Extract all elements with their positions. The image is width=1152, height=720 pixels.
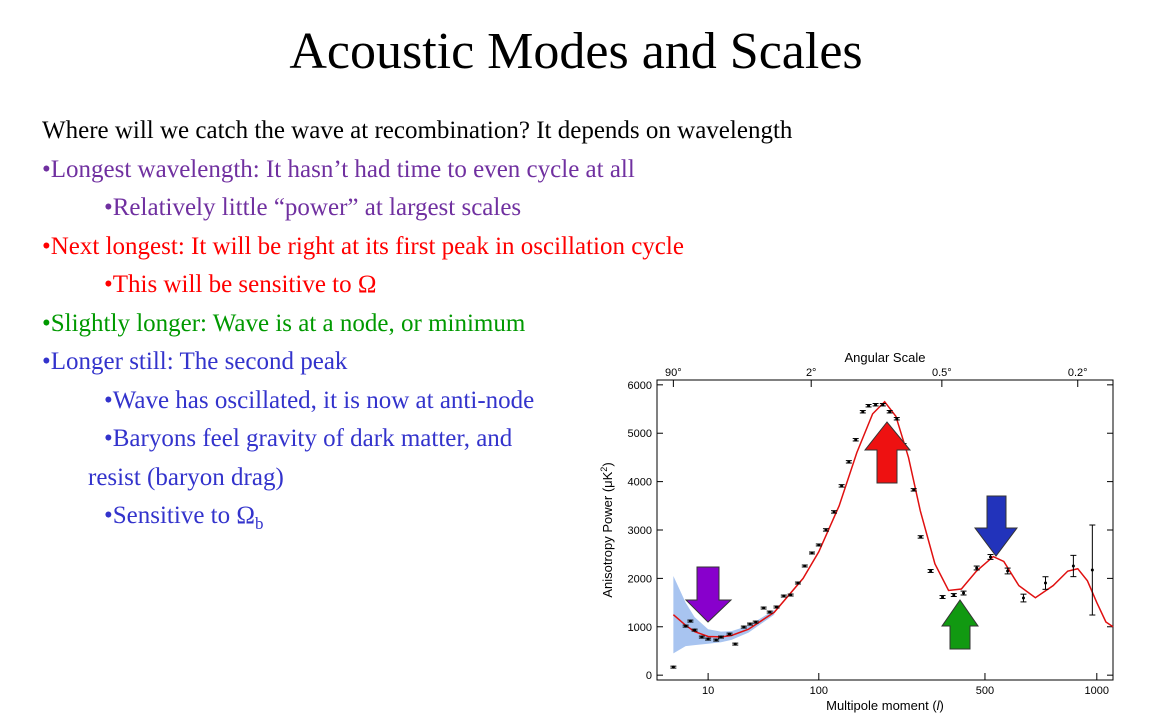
green-arrow bbox=[941, 599, 979, 650]
data-point bbox=[789, 593, 793, 597]
data-point bbox=[1043, 581, 1047, 585]
cosmic-variance-band bbox=[673, 575, 775, 654]
purple-arrow bbox=[684, 566, 733, 623]
data-point bbox=[919, 535, 923, 539]
data-point bbox=[742, 625, 746, 629]
data-point bbox=[810, 551, 814, 555]
blue-arrow bbox=[974, 495, 1018, 557]
x-axis-label: Multipole moment (l) bbox=[826, 698, 944, 713]
data-point bbox=[688, 619, 692, 623]
y-label-text: Anisotropy Power (μK bbox=[600, 471, 615, 597]
y-tick-label: 2000 bbox=[628, 573, 652, 585]
data-point bbox=[1021, 596, 1025, 600]
data-point bbox=[867, 404, 871, 408]
data-point bbox=[774, 605, 778, 609]
x-tick-label: 1000 bbox=[1085, 685, 1109, 697]
data-point bbox=[817, 543, 821, 547]
data-point bbox=[671, 665, 675, 669]
x2-tick-label: 0.5° bbox=[932, 367, 952, 379]
data-point bbox=[952, 593, 956, 597]
x-label-text: Multipole moment ( bbox=[826, 698, 937, 713]
data-point bbox=[714, 638, 718, 642]
data-point bbox=[719, 635, 723, 639]
x2-tick-label: 90° bbox=[665, 367, 682, 379]
data-point bbox=[693, 628, 697, 632]
y-label-end: ) bbox=[600, 462, 615, 466]
continuation: resist (baryon drag) bbox=[88, 463, 284, 491]
x-tick-label: 100 bbox=[810, 685, 828, 697]
data-point bbox=[1090, 568, 1094, 572]
x-tick-label: 500 bbox=[976, 685, 994, 697]
data-point bbox=[754, 620, 758, 624]
x-label-italic: l bbox=[937, 698, 941, 713]
sub-bullet-text: •This will be sensitive to Ω bbox=[104, 271, 377, 298]
x-tick-label: 10 bbox=[702, 685, 714, 697]
data-point bbox=[840, 484, 844, 488]
intro-line: Where will we catch the wave at recombin… bbox=[42, 117, 793, 144]
data-point bbox=[912, 488, 916, 492]
data-point bbox=[782, 594, 786, 598]
data-point bbox=[684, 624, 688, 628]
y-tick-label: 5000 bbox=[628, 428, 652, 440]
sub-bullet: •Sensitive to Ωb bbox=[42, 497, 792, 544]
sub-bullet-text: •Relatively little “power” at largest sc… bbox=[104, 194, 522, 221]
sub-bullet: •Baryons feel gravity of dark matter, an… bbox=[42, 420, 792, 459]
data-point bbox=[700, 635, 704, 639]
data-point bbox=[854, 438, 858, 442]
data-point bbox=[1006, 569, 1010, 573]
sub-bullet: •Wave has oscillated, it is now at anti-… bbox=[42, 382, 792, 421]
data-point bbox=[748, 622, 752, 626]
data-point bbox=[881, 403, 885, 407]
data-point bbox=[929, 569, 933, 573]
bullet: •Longest wavelength: It hasn’t had time … bbox=[42, 155, 635, 183]
data-point bbox=[762, 606, 766, 610]
slide-body: Where will we catch the wave at recombin… bbox=[42, 112, 792, 544]
x2-tick-label: 2° bbox=[806, 367, 817, 379]
data-point bbox=[941, 595, 945, 599]
subscript: b bbox=[254, 514, 264, 533]
data-point bbox=[874, 403, 878, 407]
data-point bbox=[895, 417, 899, 421]
y-tick-label: 1000 bbox=[628, 622, 652, 634]
data-point bbox=[824, 528, 828, 532]
y-tick-label: 4000 bbox=[628, 477, 652, 489]
sub-bullet-text: •Wave has oscillated, it is now at anti-… bbox=[104, 386, 535, 414]
sub-bullet: •This will be sensitive to Ω bbox=[42, 266, 792, 305]
y-tick-label: 3000 bbox=[628, 525, 652, 537]
sub-bullet-text: •Baryons feel gravity of dark matter, an… bbox=[104, 425, 513, 452]
data-point bbox=[861, 410, 865, 414]
y-tick-label: 6000 bbox=[628, 380, 652, 392]
data-point bbox=[988, 555, 992, 559]
data-point bbox=[706, 637, 710, 641]
data-point bbox=[1071, 564, 1075, 568]
bullet: •Longer still: The second peak bbox=[42, 348, 348, 375]
sub-bullet: •Relatively little “power” at largest sc… bbox=[42, 189, 792, 228]
data-point bbox=[888, 410, 892, 414]
x2-axis-label: Angular Scale bbox=[845, 350, 926, 365]
x2-tick-label: 0.2° bbox=[1068, 367, 1088, 379]
data-point bbox=[796, 581, 800, 585]
data-point bbox=[962, 591, 966, 595]
model-curve bbox=[672, 400, 1114, 638]
red-arrow bbox=[863, 421, 912, 484]
data-point bbox=[803, 564, 807, 568]
data-point bbox=[768, 610, 772, 614]
data-point bbox=[975, 566, 979, 570]
data-point bbox=[728, 632, 732, 636]
y-axis-label: Anisotropy Power (μK2) bbox=[599, 462, 615, 597]
bullet: •Slightly longer: Wave is at a node, or … bbox=[42, 309, 526, 337]
sub-bullet-text: •Sensitive to Ω bbox=[104, 502, 255, 529]
bullet: •Next longest: It will be right at its f… bbox=[42, 232, 684, 260]
data-point bbox=[733, 642, 737, 646]
y-tick-label: 0 bbox=[646, 670, 652, 682]
y-label-sup: 2 bbox=[599, 467, 609, 472]
slide-title: Acoustic Modes and Scales bbox=[289, 23, 863, 80]
x-label-end: ) bbox=[940, 698, 944, 713]
data-point bbox=[832, 510, 836, 514]
data-point bbox=[847, 460, 851, 464]
